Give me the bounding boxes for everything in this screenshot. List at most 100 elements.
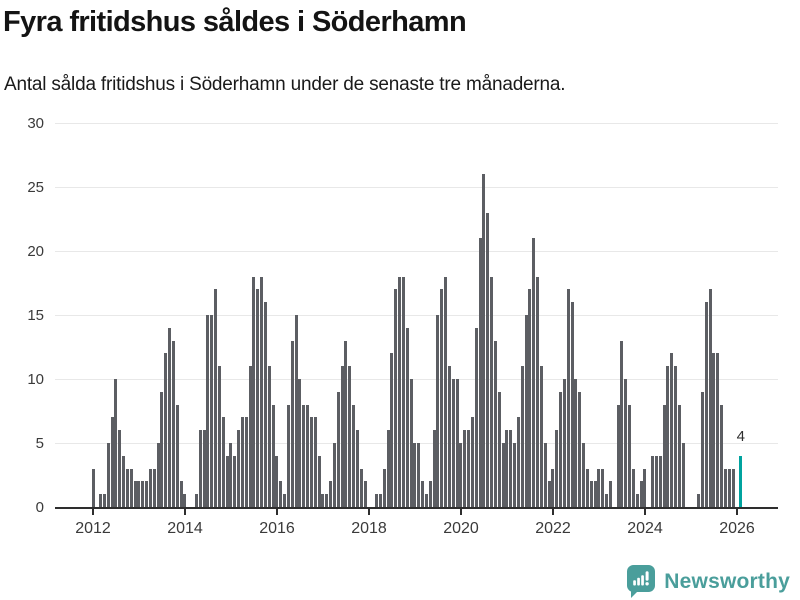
bar: [221, 417, 225, 507]
bar: [275, 455, 279, 507]
bar: [309, 417, 313, 507]
bar: [509, 430, 513, 507]
bar: [171, 340, 175, 507]
bar: [700, 391, 704, 507]
bar: [482, 174, 486, 507]
logo-exclamation-stem: [645, 571, 649, 581]
bar: [398, 276, 402, 507]
bar: [336, 391, 340, 507]
bar: [543, 443, 547, 507]
bar: [516, 417, 520, 507]
bar: [440, 289, 444, 507]
bar: [658, 455, 662, 507]
bar: [286, 404, 290, 507]
bar: [244, 417, 248, 507]
bar: [237, 430, 241, 507]
bar: [256, 289, 260, 507]
x-axis-tick: [459, 509, 462, 515]
bar: [593, 481, 597, 507]
bar: [520, 366, 524, 507]
y-axis-label: 25: [27, 179, 44, 196]
bar: [122, 455, 126, 507]
bar: [444, 276, 448, 507]
bar: [605, 494, 609, 507]
bar: [708, 289, 712, 507]
bar: [631, 468, 635, 507]
bar: [677, 404, 681, 507]
bar: [359, 468, 363, 507]
bar: [574, 379, 578, 507]
bar: [240, 417, 244, 507]
bar: [317, 455, 321, 507]
logo-bar-small: [633, 580, 637, 586]
bar: [539, 366, 543, 507]
bar: [194, 494, 198, 507]
bar: [321, 494, 325, 507]
y-axis-label: 20: [27, 243, 44, 260]
bar: [260, 276, 264, 507]
bar: [451, 379, 455, 507]
bar: [474, 327, 478, 507]
bar: [405, 327, 409, 507]
x-axis-label: 2018: [351, 520, 387, 537]
bar: [436, 315, 440, 507]
bar: [386, 430, 390, 507]
bar: [118, 430, 122, 507]
x-axis-tick: [92, 509, 94, 515]
bar: [616, 404, 620, 507]
bar: [493, 340, 497, 507]
bar: [562, 379, 566, 507]
bar: [681, 443, 685, 507]
bar: [547, 481, 551, 507]
bar: [164, 353, 168, 507]
logo-bar-medium: [637, 577, 641, 586]
bar: [432, 430, 436, 507]
bar: [145, 481, 149, 507]
gridline: [55, 379, 778, 380]
bar: [279, 481, 283, 507]
bar: [624, 379, 628, 507]
x-axis-tick: [367, 509, 370, 515]
bar: [731, 468, 735, 507]
x-axis-label: 2014: [167, 520, 203, 537]
bar: [340, 366, 344, 507]
bar: [102, 494, 106, 507]
bar: [378, 494, 382, 507]
bar: [716, 353, 720, 507]
bar: [478, 238, 482, 507]
bar: [578, 391, 582, 507]
x-axis-tick: [275, 509, 278, 515]
bar: [674, 366, 678, 507]
bar: [271, 404, 275, 507]
bar: [248, 366, 252, 507]
bar: [382, 468, 386, 507]
bar: [325, 494, 329, 507]
bar: [532, 238, 536, 507]
bar: [137, 481, 141, 507]
bar: [183, 494, 187, 507]
bar: [129, 468, 133, 507]
bar: [363, 481, 367, 507]
bar: [252, 276, 256, 507]
bar: [409, 379, 413, 507]
bar: [635, 494, 639, 507]
bar: [628, 404, 632, 507]
bar: [459, 443, 463, 507]
bar: [589, 481, 593, 507]
bar: [290, 340, 294, 507]
gridline: [55, 315, 778, 316]
bar: [210, 315, 214, 507]
bar: [332, 443, 336, 507]
bar: [355, 430, 359, 507]
bar: [152, 468, 156, 507]
bar: [670, 353, 674, 507]
bar: [267, 366, 271, 507]
bar: [329, 481, 333, 507]
x-axis-label: 2012: [75, 520, 111, 537]
bar: [114, 379, 118, 507]
bar: [570, 302, 574, 507]
bar: [106, 443, 110, 507]
gridline: [55, 251, 778, 252]
logo-exclamation-dot: [645, 582, 650, 586]
bar: [513, 443, 517, 507]
